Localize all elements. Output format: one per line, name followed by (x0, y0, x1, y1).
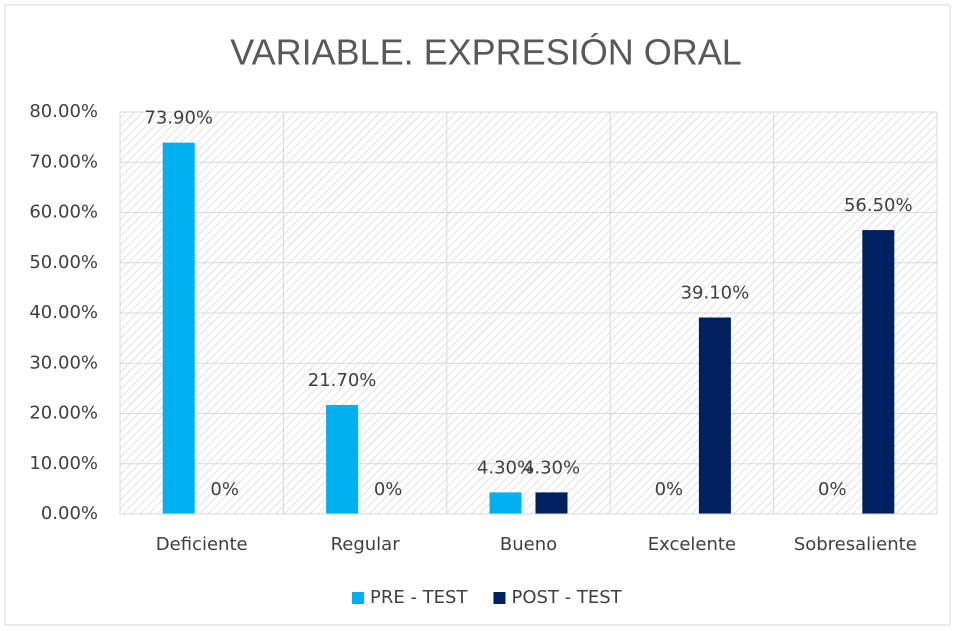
data-label: 56.50% (844, 195, 913, 216)
bar (698, 317, 731, 514)
y-tick-label: 60.00% (29, 202, 98, 223)
x-tick-label: Deficiente (156, 534, 248, 555)
y-tick-label: 40.00% (29, 302, 98, 323)
x-tick-label: Regular (331, 534, 401, 555)
legend-swatch (352, 592, 364, 604)
x-tick-label: Sobresaliente (794, 534, 917, 555)
data-label: 0% (818, 479, 847, 500)
y-tick-label: 30.00% (29, 352, 98, 373)
data-label: 0% (210, 479, 239, 500)
legend-swatch (493, 592, 506, 604)
x-tick-label: Excelente (648, 534, 736, 555)
y-tick-label: 70.00% (29, 151, 98, 172)
bar (862, 230, 895, 514)
y-tick-label: 0.00% (41, 503, 98, 524)
x-tick-label: Bueno (500, 534, 557, 555)
y-tick-label: 50.00% (29, 252, 98, 273)
data-label: 4.30% (523, 457, 580, 478)
data-label: 73.90% (144, 108, 213, 129)
data-label: 39.10% (681, 283, 750, 304)
y-tick-label: 80.00% (29, 101, 98, 122)
legend-label: PRE - TEST (370, 587, 468, 608)
chart-title: VARIABLE. EXPRESIÓN ORAL (230, 32, 742, 73)
y-tick-label: 20.00% (29, 403, 98, 424)
legend-label: POST - TEST (511, 587, 622, 608)
bar (326, 404, 359, 514)
data-label: 0% (655, 479, 684, 500)
bar (162, 142, 195, 514)
data-label: 21.70% (308, 370, 377, 391)
bar (535, 492, 568, 514)
y-tick-label: 10.00% (29, 453, 98, 474)
bar (489, 492, 522, 514)
data-label: 4.30% (477, 457, 534, 478)
data-label: 0% (374, 479, 403, 500)
